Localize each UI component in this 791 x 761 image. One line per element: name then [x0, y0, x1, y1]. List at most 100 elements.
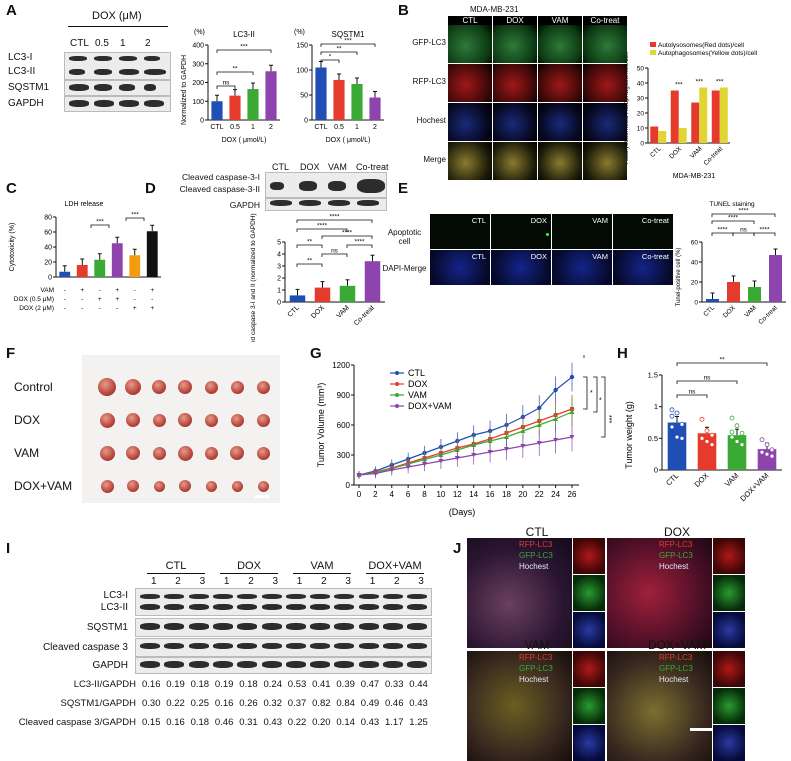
- data-point: [769, 453, 775, 459]
- panel-e-chart: TUNEL staining Tunel-positive cell (%) 0 20…: [676, 201, 786, 326]
- micrograph-channel: [573, 538, 605, 574]
- blot-band: [310, 623, 331, 630]
- bar: [351, 84, 363, 120]
- y-axis-label: Tumor weight (g): [624, 401, 634, 469]
- panel-a-charts: Normalized to GAPDH (%) 0 100 200 300 400 CTL 0.…: [181, 29, 384, 144]
- blot-band: [119, 84, 135, 91]
- blot-i-lc3: [135, 588, 432, 616]
- bar: [146, 231, 158, 277]
- y-axis-label: Tumor Volume (mm³): [316, 383, 326, 468]
- quant-value: 0.39: [336, 679, 355, 690]
- sig-label: ***: [344, 38, 352, 45]
- sig-bracket: [296, 228, 348, 232]
- blot-i-group-line: [220, 573, 278, 574]
- sig-bracket: [321, 235, 373, 239]
- channel-legend: GFP-LC3: [659, 664, 693, 673]
- blot-band: [212, 643, 233, 649]
- tumor: [152, 446, 166, 460]
- channel-legend: RFP-LC3: [659, 653, 693, 662]
- sig-bracket: [296, 263, 323, 267]
- sig-label: ***: [131, 212, 139, 219]
- quant-value: 0.22: [287, 717, 307, 728]
- blot-band: [164, 594, 185, 599]
- panel-label-e: E: [398, 180, 409, 197]
- y-tick-label: 20: [637, 111, 645, 118]
- blot-band: [140, 643, 160, 649]
- blot-a-lane-label: 2: [145, 38, 151, 49]
- sig-bracket: [711, 213, 776, 217]
- micrograph-tile: [430, 250, 490, 285]
- data-point: [729, 415, 735, 421]
- series-line: [358, 436, 573, 476]
- y-tick-label: 600: [337, 421, 351, 430]
- blot-band: [212, 594, 233, 599]
- micrograph-tile: [448, 25, 492, 63]
- y-tick-label: 4: [277, 252, 281, 259]
- quant-value: 0.32: [263, 698, 283, 709]
- micrograph-tile: [491, 250, 551, 285]
- micro-col-label: CTL: [471, 252, 486, 261]
- micrograph-channel: [713, 612, 745, 648]
- x-tick-label: VAM: [336, 304, 351, 319]
- blot-band: [237, 594, 258, 599]
- marker: [405, 465, 411, 470]
- blot-band: [237, 643, 258, 649]
- bar: [339, 285, 356, 302]
- sig-label: ***: [240, 44, 248, 51]
- sig-label: ****: [329, 214, 340, 221]
- quant-value: 0.15: [142, 717, 161, 728]
- micro-row-label: GFP-LC3: [412, 38, 446, 47]
- blot-band: [261, 661, 282, 668]
- x-tick-label: VAM: [743, 304, 758, 319]
- bar-yellow: [719, 87, 728, 143]
- blot-a-header-line: [68, 26, 168, 27]
- panel-label-b: B: [398, 2, 409, 19]
- sig-label: **: [307, 258, 313, 265]
- blot-band: [69, 100, 89, 107]
- sig-bracket: [321, 253, 348, 257]
- micrograph-channel: [713, 688, 745, 724]
- blot-band: [140, 604, 160, 610]
- micrograph-tile: [448, 142, 492, 180]
- data-point: [734, 423, 740, 429]
- channel-legend: RFP-LC3: [519, 540, 553, 549]
- blot-band: [383, 643, 403, 649]
- blot-i-group-label: VAM: [310, 560, 334, 572]
- scale-bar-j: [690, 728, 712, 731]
- channel-legend: GFP-LC3: [519, 551, 553, 560]
- x-tick-label: 10: [436, 490, 445, 499]
- x-tick-label: Co-treat: [757, 304, 779, 326]
- blot-band: [69, 69, 85, 75]
- bar-red: [711, 90, 720, 143]
- panel-d-chart: Cleaved caspase 3-I and II (normalized t…: [250, 213, 385, 342]
- bar: [364, 261, 381, 302]
- chart-title: LC3-II: [233, 30, 255, 39]
- marker: [438, 459, 444, 464]
- legend-marker: [395, 382, 399, 386]
- y-tick-label: 60: [691, 240, 699, 247]
- blot-band: [407, 604, 428, 610]
- legend-label: Autolysosomes(Red dots)/cell: [658, 42, 745, 49]
- y-tick-label: 0: [346, 481, 351, 490]
- x-tick-label: DOX: [722, 304, 737, 319]
- micrograph-channel: [573, 575, 605, 611]
- quant-value: 0.43: [263, 717, 283, 728]
- quant-value: 0.14: [336, 717, 355, 728]
- blot-band: [334, 623, 355, 630]
- x-tick-label: Co-treat: [353, 304, 376, 327]
- blot-i-row-label: Cleaved caspase 3: [42, 642, 128, 653]
- blot-d-row-label: GAPDH: [229, 200, 260, 210]
- legend-label: VAM: [408, 390, 427, 400]
- y-tick-label: 50: [300, 93, 308, 100]
- blot-i-lane-num: 3: [345, 576, 351, 587]
- micro-row-label: DAPI-Merge: [382, 264, 427, 273]
- marker: [389, 468, 395, 473]
- x-tick-label: DOX+VAM: [738, 471, 770, 503]
- blot-band: [164, 604, 185, 610]
- bar: [211, 101, 223, 120]
- data-point: [704, 428, 710, 434]
- micro-col-label: DOX: [530, 252, 547, 261]
- sig-bracket: [753, 232, 776, 236]
- bar: [369, 97, 381, 120]
- marker: [471, 442, 477, 447]
